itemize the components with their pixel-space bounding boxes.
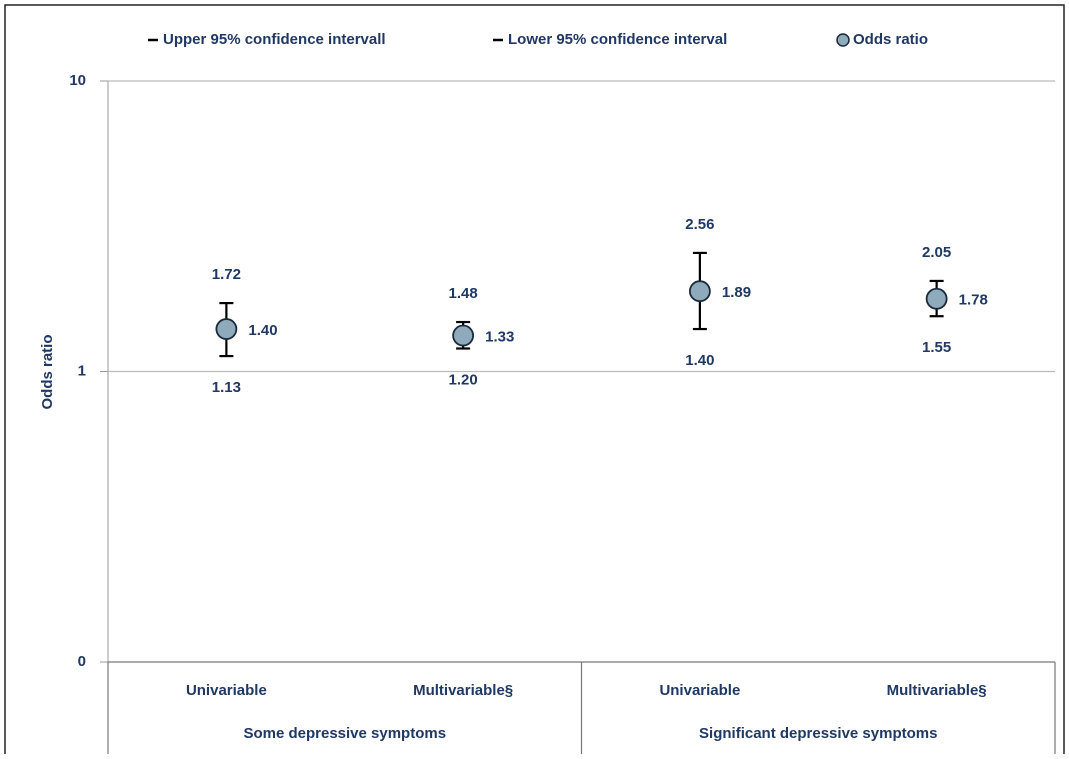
upper-label: 1.72 <box>212 266 241 283</box>
group-label: Some depressive symptoms <box>243 725 446 742</box>
legend-label: Lower 95% confidence interval <box>508 31 727 48</box>
odds-marker <box>925 287 948 310</box>
x-tick-label: Univariable <box>186 682 267 699</box>
y-tick-label: 0 <box>78 653 86 670</box>
y-tick-label: 1 <box>78 362 86 379</box>
legend-label: Upper 95% confidence intervall <box>163 31 386 48</box>
lower-label: 1.13 <box>212 379 241 396</box>
odds-marker <box>688 280 711 303</box>
odds-label: 1.89 <box>722 284 751 301</box>
group-label: Significant depressive symptoms <box>699 725 937 742</box>
upper-label: 1.48 <box>449 285 478 302</box>
legend-marker <box>836 33 850 47</box>
legend-label: Odds ratio <box>853 31 928 48</box>
odds-label: 1.33 <box>485 328 514 345</box>
upper-label: 2.56 <box>685 216 714 233</box>
lower-label: 1.55 <box>922 339 951 356</box>
odds-label: 1.40 <box>248 322 277 339</box>
lower-label: 1.20 <box>449 371 478 388</box>
y-tick-label: 10 <box>69 72 86 89</box>
x-tick-label: Multivariable§ <box>413 682 513 699</box>
upper-label: 2.05 <box>922 244 951 261</box>
odds-marker <box>215 318 238 340</box>
odds-marker <box>452 324 475 347</box>
odds-label: 1.78 <box>959 292 988 309</box>
lower-label: 1.40 <box>685 352 714 369</box>
y-axis-label: Odds ratio <box>39 334 56 409</box>
x-tick-label: Univariable <box>659 682 740 699</box>
frame <box>4 4 1065 759</box>
x-tick-label: Multivariable§ <box>887 682 987 699</box>
